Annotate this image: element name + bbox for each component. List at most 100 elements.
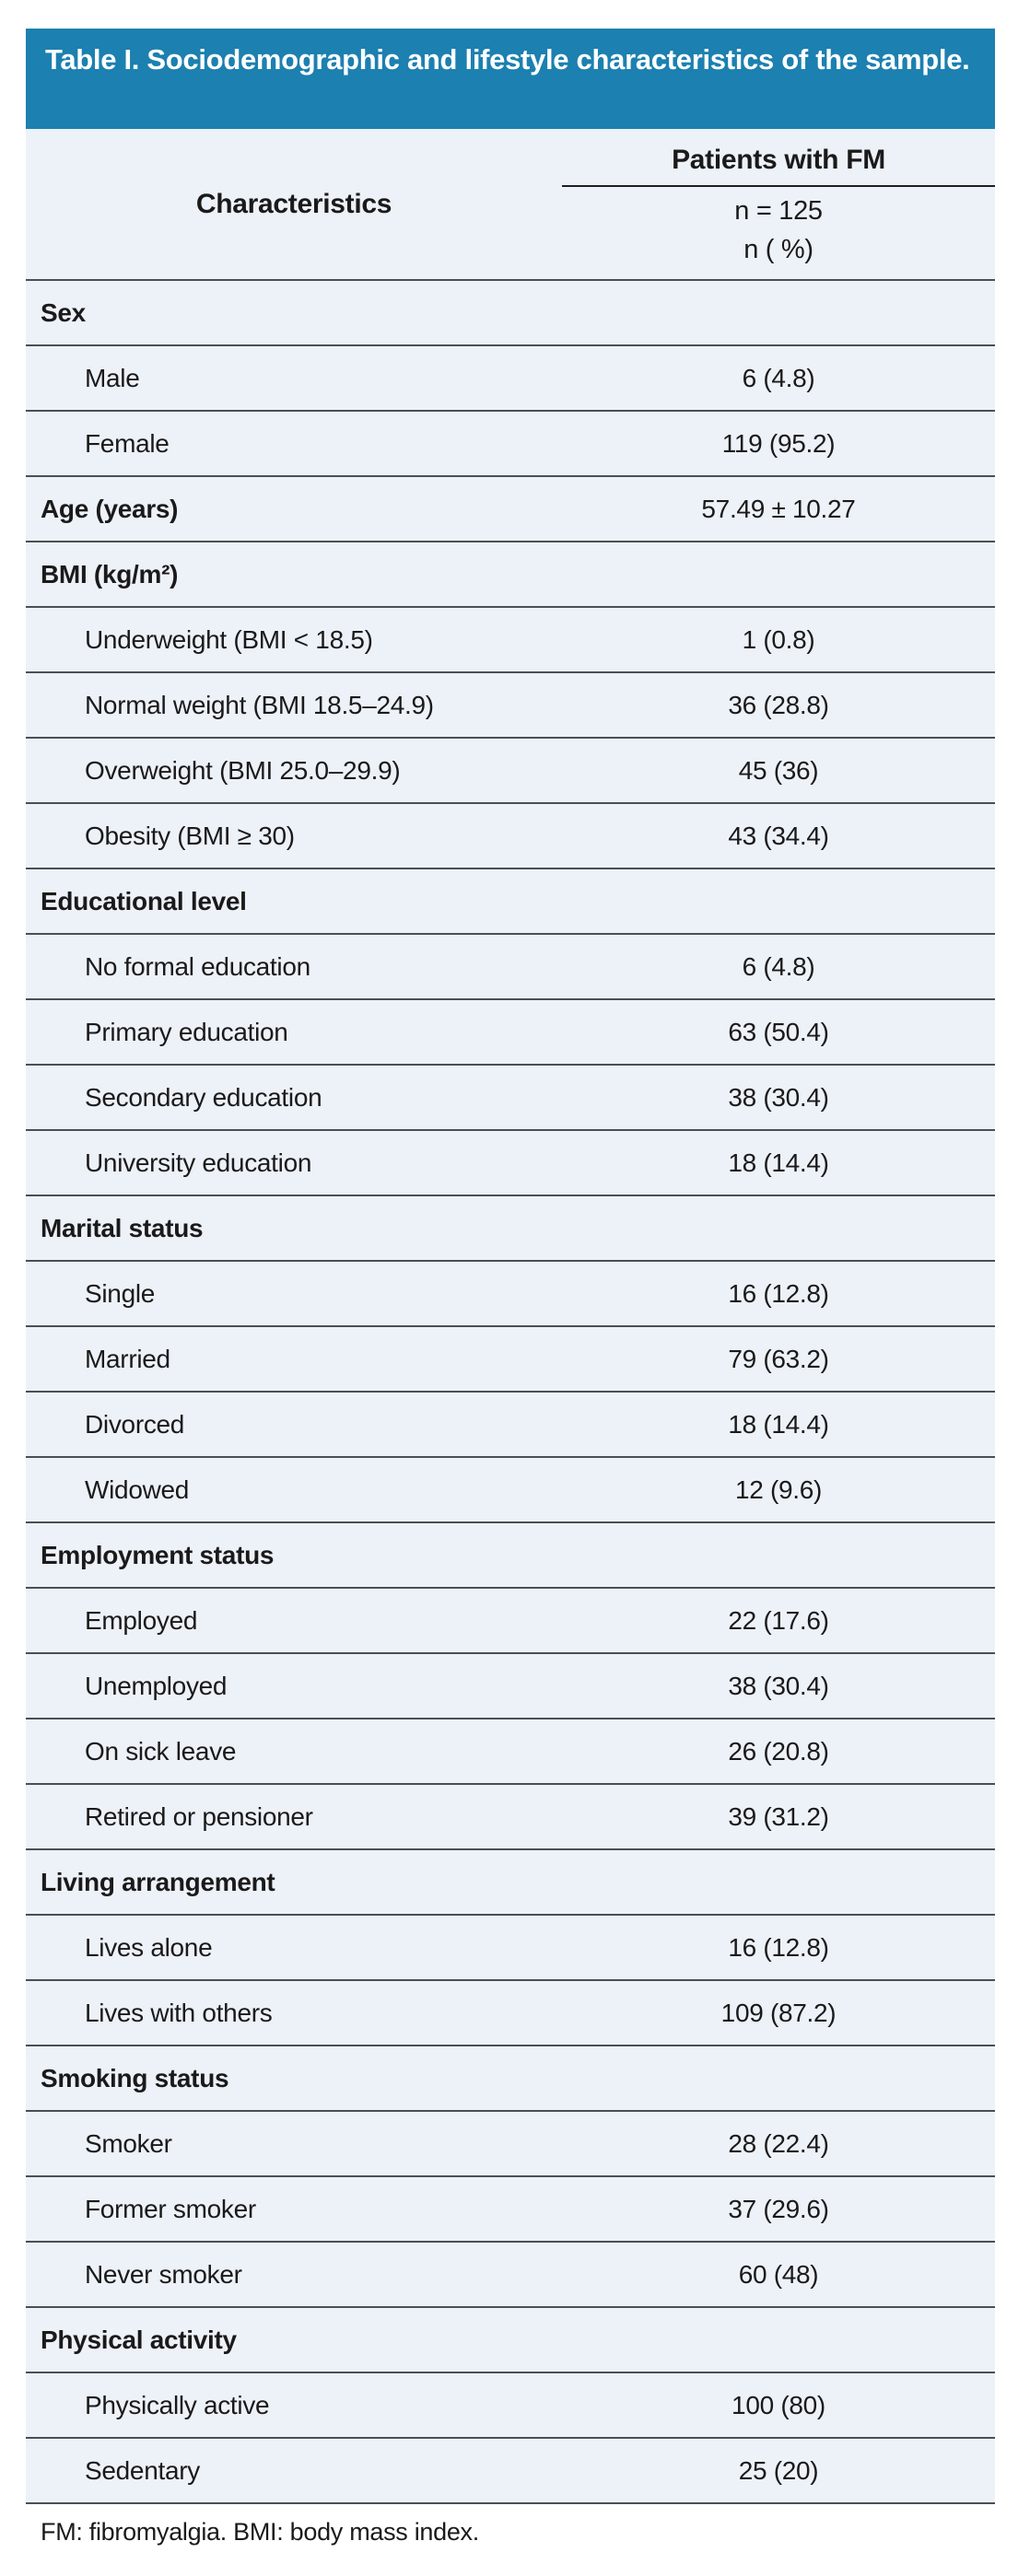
row-label: Never smoker: [85, 2259, 242, 2289]
table-row: Widowed 12 (9.6): [26, 1456, 995, 1521]
row-value: 38 (30.4): [728, 1082, 829, 1112]
row-value: 39 (31.2): [728, 1801, 829, 1831]
table-row: On sick leave 26 (20.8): [26, 1718, 995, 1783]
column-header-unit: n ( %): [743, 235, 813, 264]
row-label: BMI (kg/m²): [41, 559, 179, 589]
row-label: Smoking status: [41, 2063, 229, 2092]
table-row: Male 6 (4.8): [26, 344, 995, 410]
table-row: Age (years) 57.49 ± 10.27: [26, 475, 995, 541]
row-label: Educational level: [41, 886, 247, 915]
row-value: 18 (14.4): [728, 1148, 829, 1177]
table-row: Living arrangement: [26, 1848, 995, 1914]
column-header-characteristics: Characteristics: [195, 188, 392, 219]
table-row: BMI (kg/m²): [26, 541, 995, 606]
row-label: Female: [85, 428, 170, 458]
row-value: 28 (22.4): [728, 2128, 829, 2158]
table-row: Physically active 100 (80): [26, 2372, 995, 2437]
table-row: Female 119 (95.2): [26, 410, 995, 475]
row-value: 38 (30.4): [728, 1671, 829, 1700]
table-header: Characteristics Patients with FM n = 125…: [26, 129, 995, 279]
table-row: Marital status: [26, 1195, 995, 1260]
table-row: Retired or pensioner 39 (31.2): [26, 1783, 995, 1848]
row-label: Smoker: [85, 2128, 172, 2158]
row-value: 16 (12.8): [728, 1932, 829, 1962]
row-label: Male: [85, 363, 140, 392]
row-label: Widowed: [85, 1474, 190, 1504]
row-value: 18 (14.4): [728, 1409, 829, 1439]
table-row: Single 16 (12.8): [26, 1260, 995, 1325]
row-label: Divorced: [85, 1409, 185, 1439]
table-row: Educational level: [26, 868, 995, 933]
row-value: 37 (29.6): [728, 2194, 829, 2223]
table-row: Lives with others 109 (87.2): [26, 1979, 995, 2045]
column-header-sample-size: n = 125: [734, 195, 823, 226]
row-value: 119 (95.2): [721, 428, 836, 458]
row-value: 26 (20.8): [728, 1736, 829, 1766]
row-label: Obesity (BMI ≥ 30): [85, 821, 295, 850]
table-row: Employed 22 (17.6): [26, 1587, 995, 1652]
row-label: On sick leave: [85, 1736, 237, 1766]
row-label: Sedentary: [85, 2455, 200, 2485]
table-row: Physical activity: [26, 2306, 995, 2372]
row-value: 16 (12.8): [728, 1278, 829, 1308]
row-label: Sex: [41, 297, 86, 327]
row-value: 36 (28.8): [728, 690, 829, 719]
table-row: Lives alone 16 (12.8): [26, 1914, 995, 1979]
row-label: Normal weight (BMI 18.5–24.9): [85, 690, 434, 719]
column-header-patients-with-fm: Patients with FM: [562, 129, 995, 187]
row-label: Age (years): [41, 494, 179, 523]
row-label: Single: [85, 1278, 156, 1308]
table-row: Unemployed 38 (30.4): [26, 1652, 995, 1718]
row-label: Primary education: [85, 1017, 288, 1046]
row-label: Employed: [85, 1605, 198, 1635]
table-row: Underweight (BMI < 18.5) 1 (0.8): [26, 606, 995, 671]
row-value: 43 (34.4): [728, 821, 829, 850]
row-label: Lives with others: [85, 1998, 273, 2027]
row-value: 60 (48): [738, 2259, 819, 2289]
row-label: Physically active: [85, 2390, 270, 2419]
table-row: Obesity (BMI ≥ 30) 43 (34.4): [26, 802, 995, 868]
row-label: Overweight (BMI 25.0–29.9): [85, 755, 401, 785]
row-value: 57.49 ± 10.27: [701, 494, 856, 523]
table-row: Never smoker 60 (48): [26, 2241, 995, 2306]
row-label: Underweight (BMI < 18.5): [85, 624, 373, 654]
table-row: No formal education 6 (4.8): [26, 933, 995, 998]
table-row: Normal weight (BMI 18.5–24.9) 36 (28.8): [26, 671, 995, 737]
row-value: 6 (4.8): [742, 951, 815, 981]
row-label: No formal education: [85, 951, 310, 981]
table-row: Sedentary 25 (20): [26, 2437, 995, 2502]
row-label: Lives alone: [85, 1932, 213, 1962]
row-value: 22 (17.6): [728, 1605, 829, 1635]
row-label: University education: [85, 1148, 312, 1177]
table-row: Overweight (BMI 25.0–29.9) 45 (36): [26, 737, 995, 802]
row-value: 6 (4.8): [742, 363, 815, 392]
table-row: Employment status: [26, 1521, 995, 1587]
row-label: Living arrangement: [41, 1867, 275, 1896]
row-label: Married: [85, 1344, 170, 1373]
table-row: Divorced 18 (14.4): [26, 1391, 995, 1456]
table-row: Former smoker 37 (29.6): [26, 2175, 995, 2241]
row-value: 100 (80): [732, 2390, 825, 2419]
row-value: 25 (20): [738, 2455, 819, 2485]
column-header-group-block: Patients with FM n = 125 n ( %): [562, 129, 995, 279]
row-value: 12 (9.6): [734, 1474, 823, 1504]
table-card: Table I. Sociodemographic and lifestyle …: [26, 29, 995, 2504]
table-row: Sex: [26, 279, 995, 344]
table-row: Primary education 63 (50.4): [26, 998, 995, 1064]
row-label: Unemployed: [85, 1671, 228, 1700]
row-value: 63 (50.4): [728, 1017, 829, 1046]
row-value: 109 (87.2): [720, 1998, 837, 2027]
table-row: Smoking status: [26, 2045, 995, 2110]
table-row: Smoker 28 (22.4): [26, 2110, 995, 2175]
table-footnote: FM: fibromyalgia. BMI: body mass index.: [41, 2518, 479, 2546]
row-value: 1 (0.8): [742, 624, 815, 654]
row-label: Employment status: [41, 1540, 275, 1569]
row-label: Secondary education: [85, 1082, 322, 1112]
row-value: 45 (36): [738, 755, 819, 785]
table-body: Sex Male 6 (4.8) Female 119 (95.2) Age (…: [26, 279, 995, 2504]
table-row: University education 18 (14.4): [26, 1129, 995, 1195]
row-label: Marital status: [41, 1213, 204, 1242]
row-label: Retired or pensioner: [85, 1801, 313, 1831]
table-title: Table I. Sociodemographic and lifestyle …: [26, 29, 995, 129]
row-label: Physical activity: [41, 2325, 237, 2354]
